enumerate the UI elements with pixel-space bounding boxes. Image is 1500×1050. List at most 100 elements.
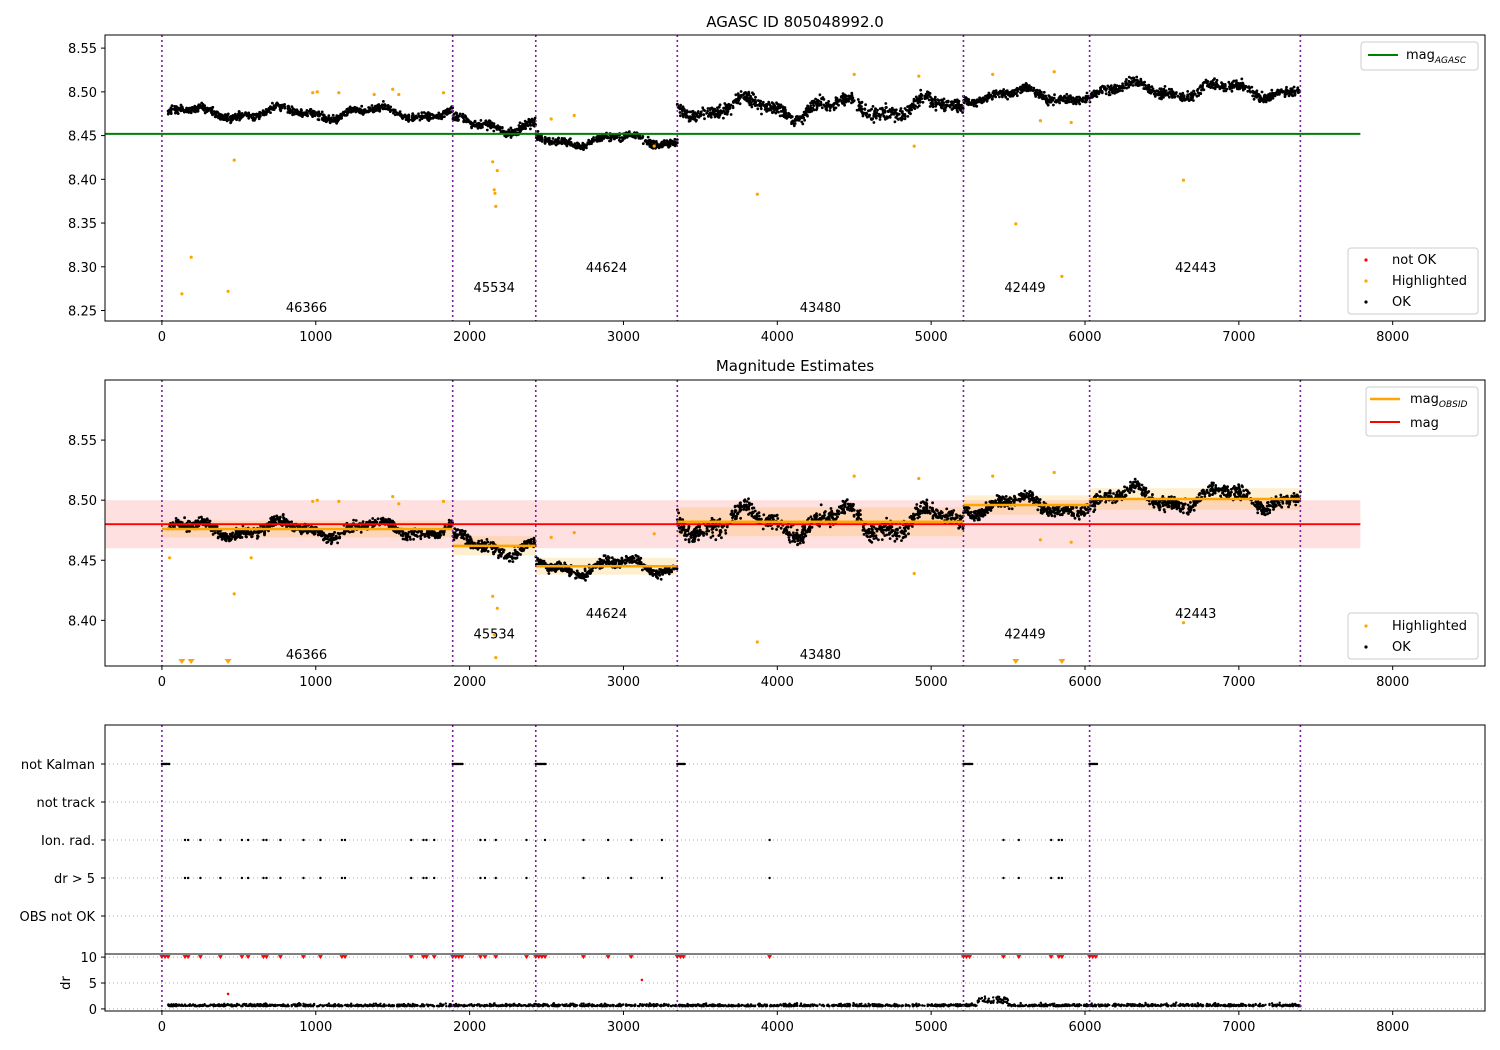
agasc-highlighted-point <box>372 92 376 97</box>
agasc-ok-point <box>755 103 759 107</box>
agasc-ok-point <box>722 116 725 120</box>
estimates-ok-point <box>574 576 577 580</box>
estimates-ok-point <box>498 550 501 553</box>
agasc-ok-point <box>897 118 900 121</box>
estimates-ok-point <box>281 513 285 517</box>
agasc-ok-point <box>588 140 592 144</box>
agasc-ok-point <box>252 113 256 117</box>
estimates-ok-point <box>485 538 489 541</box>
agasc-ok-point <box>448 110 452 114</box>
agasc-ok-point <box>885 106 888 109</box>
estimates-ok-point <box>213 524 217 528</box>
estimates-ok-point <box>401 537 405 541</box>
agasc-highlighted-point <box>180 292 184 296</box>
estimates-ok-point <box>611 560 615 564</box>
agasc-ok-point <box>317 114 320 118</box>
estimates-ok-point <box>550 567 554 571</box>
agasc-ok-point <box>1130 80 1134 84</box>
agasc-ok-point <box>925 95 928 98</box>
agasc-ok-point <box>543 138 547 142</box>
agasc-ok-point <box>725 109 729 112</box>
estimates-ok-point <box>245 529 249 533</box>
agasc-ok-point <box>504 135 508 139</box>
agasc-ok-point <box>903 107 907 110</box>
agasc-ok-point <box>657 143 661 147</box>
estimates-ok-point <box>493 550 496 554</box>
agasc-ok-point <box>778 114 782 118</box>
agasc-ok-point <box>540 136 544 140</box>
estimates-ok-point <box>615 558 619 562</box>
estimates-ok-point <box>656 572 660 576</box>
agasc-ok-point <box>339 112 343 116</box>
estimates-ok-point <box>455 535 459 538</box>
agasc-ok-point <box>845 97 849 101</box>
agasc-ok-point <box>872 121 876 124</box>
agasc-ok-point <box>701 106 705 110</box>
agasc-ok-point <box>330 116 333 120</box>
agasc-ok-point <box>912 97 916 101</box>
agasc-ok-point <box>237 110 241 114</box>
agasc-ok-point <box>1030 88 1033 92</box>
agasc-ok-point <box>435 114 439 117</box>
estimates-ok-point <box>532 536 536 540</box>
estimates-ok-point <box>554 570 557 573</box>
agasc-ok-point <box>1163 85 1167 88</box>
agasc-ok-point <box>822 103 826 107</box>
agasc-highlighted-point <box>1069 120 1073 125</box>
agasc-highlighted-point <box>912 144 916 148</box>
agasc-ok-point <box>1125 86 1128 90</box>
agasc-ok-point <box>778 106 782 110</box>
agasc-ok-point <box>1224 89 1228 93</box>
estimates-ok-point <box>919 504 922 508</box>
agasc-ok-point <box>1062 99 1065 103</box>
agasc-ok-point <box>519 126 523 130</box>
estimates-ok-point <box>411 531 415 534</box>
agasc-ok-point <box>374 109 377 113</box>
agasc-ok-point <box>215 110 219 114</box>
agasc-ok-point <box>803 118 806 122</box>
agasc-ok-point <box>354 110 358 114</box>
agasc-ok-point <box>454 111 458 115</box>
agasc-ok-point <box>1186 90 1190 93</box>
agasc-ok-point <box>179 103 183 107</box>
estimates-ok-point <box>646 569 650 573</box>
agasc-ok-point <box>401 114 405 118</box>
agasc-ok-point <box>473 123 477 127</box>
agasc-highlighted-point <box>493 191 497 195</box>
agasc-highlighted-point <box>391 87 395 91</box>
estimates-ok-point <box>361 520 365 523</box>
agasc-ok-point <box>1053 93 1056 97</box>
agasc-ok-point <box>1270 88 1274 92</box>
agasc-ok-point <box>462 120 466 124</box>
agasc-ok-point <box>492 124 496 128</box>
agasc-ok-point <box>523 122 527 126</box>
agasc-ok-point <box>401 117 405 120</box>
agasc-ok-point <box>1240 77 1244 81</box>
agasc-ok-point <box>407 113 411 117</box>
agasc-ok-point <box>1092 93 1096 97</box>
agasc-ok-point <box>556 138 560 141</box>
agasc-ok-point <box>420 116 424 120</box>
agasc-ok-point <box>1260 90 1264 94</box>
agasc-ok-point <box>258 114 262 118</box>
agasc-ytick-label: 8.45 <box>68 130 97 145</box>
estimates-ok-point <box>306 531 309 535</box>
agasc-ok-point <box>812 108 816 112</box>
agasc-ok-point <box>552 141 556 145</box>
estimates-ok-point <box>652 569 656 572</box>
agasc-ok-point <box>231 114 235 117</box>
agasc-ok-point <box>926 90 929 94</box>
agasc-ok-point <box>976 100 979 104</box>
agasc-ok-point <box>894 108 898 112</box>
agasc-ok-point <box>383 106 387 110</box>
agasc-obsid-label: 46366 <box>286 301 327 316</box>
estimates-ok-point <box>625 559 629 563</box>
agasc-ok-point <box>420 111 424 114</box>
agasc-ok-point <box>644 139 648 142</box>
agasc-ok-point <box>594 138 597 142</box>
agasc-ok-point <box>775 109 779 113</box>
agasc-ok-point <box>940 101 944 104</box>
agasc-ok-point <box>867 115 871 118</box>
agasc-ok-point <box>622 136 626 140</box>
agasc-ok-point <box>782 115 786 118</box>
